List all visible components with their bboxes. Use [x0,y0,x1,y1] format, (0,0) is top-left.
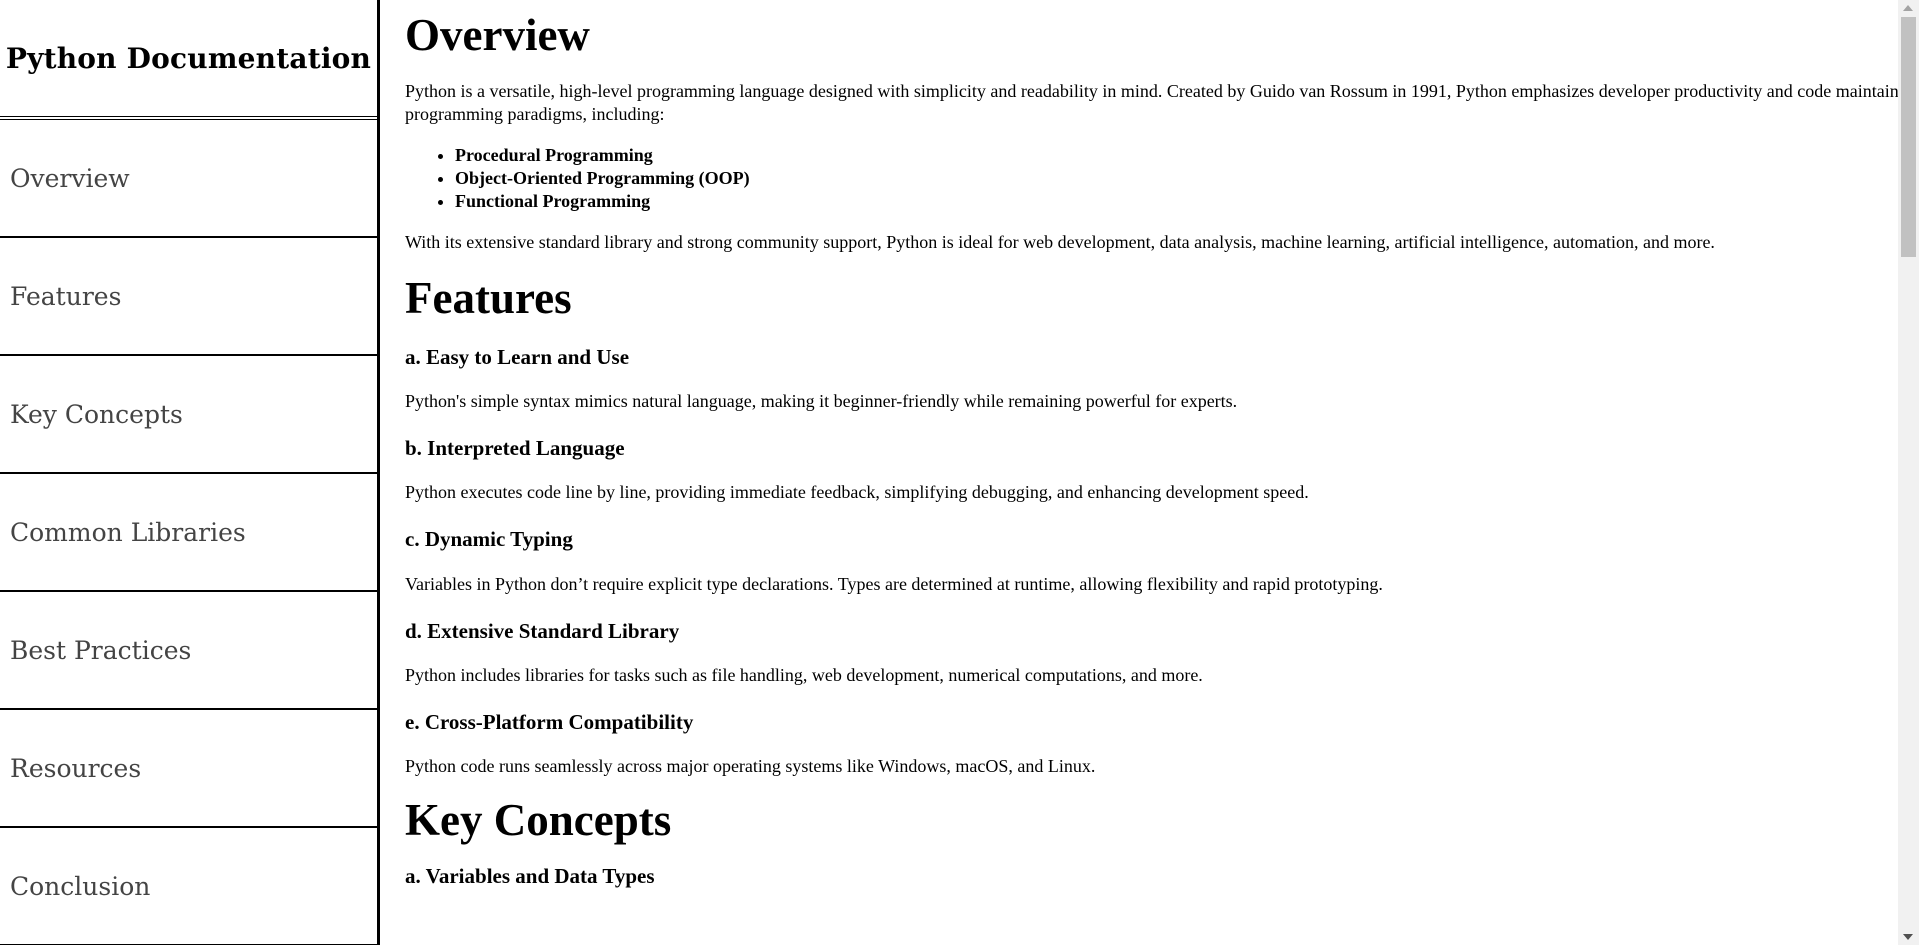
sidebar-item-resources[interactable]: Resources [0,710,377,828]
paradigm-list: Procedural Programming Object-Oriented P… [405,144,1898,213]
sidebar-item-common-libraries[interactable]: Common Libraries [0,474,377,592]
key-concepts-section: Key Concepts a. Variables and Data Types [405,778,1898,890]
features-section: Features a. Easy to Learn and Use Python… [405,254,1898,778]
sidebar-item-conclusion[interactable]: Conclusion [0,828,377,945]
list-item: Object-Oriented Programming (OOP) [455,167,1898,190]
overview-heading: Overview [405,10,590,60]
feature-title: d. Extensive Standard Library [405,618,680,643]
list-item: Functional Programming [455,190,1898,213]
sidebar-item-best-practices[interactable]: Best Practices [0,592,377,710]
sidebar-item-key-concepts[interactable]: Key Concepts [0,356,377,474]
sidebar-item-overview[interactable]: Overview [0,120,377,238]
overview-outro: With its extensive standard library and … [405,231,1715,252]
list-item: Procedural Programming [455,144,1898,167]
subheading: a. Variables and Data Types [405,864,655,889]
feature-title: e. Cross-Platform Compatibility [405,709,694,734]
feature-title: b. Interpreted Language [405,436,625,461]
features-heading: Features [405,272,572,323]
feature-text: Python code runs seamlessly across major… [405,755,1096,776]
overview-intro: Python is a versatile, high-level progra… [405,80,1898,124]
key-concepts-heading: Key Concepts [405,794,672,845]
scrollbar-thumb[interactable] [1901,17,1916,257]
sidebar: Python Documentation Overview Features K… [0,0,380,945]
vertical-scrollbar[interactable] [1898,0,1919,945]
feature-text: Python executes code line by line, provi… [405,482,1309,503]
feature-text: Python's simple syntax mimics natural la… [405,391,1238,412]
feature-text: Variables in Python don’t require explic… [405,573,1383,594]
overview-section: Overview Python is a versatile, high-lev… [405,0,1898,254]
feature-title: c. Dynamic Typing [405,527,573,552]
feature-title: a. Easy to Learn and Use [405,345,630,369]
scroll-up-arrow-icon[interactable] [1903,5,1913,11]
scroll-down-arrow-icon[interactable] [1903,934,1913,940]
feature-text: Python includes libraries for tasks such… [405,664,1203,685]
main-content: Overview Python is a versatile, high-lev… [380,0,1898,945]
sidebar-item-features[interactable]: Features [0,238,377,356]
sidebar-header: Python Documentation [0,0,377,120]
sidebar-title: Python Documentation [5,41,372,75]
